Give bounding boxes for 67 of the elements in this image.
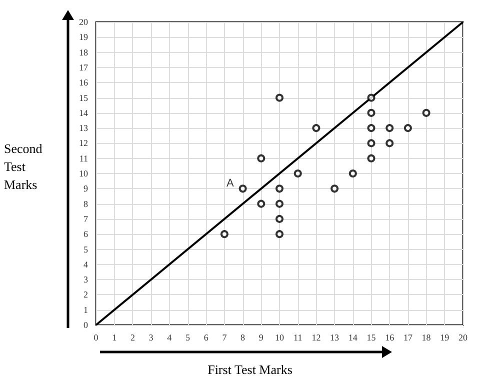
point	[422, 108, 430, 117]
y-tick-label: 4	[84, 259, 88, 270]
y-tick-label: 15	[79, 92, 88, 103]
x-tick-label: 11	[294, 332, 302, 342]
y-tick-label: 16	[79, 78, 88, 88]
x-axis-title: First Test Marks	[206, 362, 294, 378]
x-tick-label: 3	[148, 332, 154, 342]
point	[367, 124, 376, 132]
point	[276, 230, 284, 238]
point	[348, 170, 357, 178]
y-tick-label: 1	[84, 304, 88, 315]
y-tick-label: 11	[79, 153, 88, 164]
point	[276, 214, 284, 223]
point	[330, 184, 339, 193]
y-tick-label: 2	[84, 290, 88, 300]
point	[367, 154, 376, 162]
x-tick-label: 5	[186, 332, 190, 342]
y-tick-label: 6	[84, 229, 88, 240]
y-tick-label: 10	[79, 168, 88, 178]
x-tick-label: 15	[366, 332, 376, 342]
point	[276, 94, 284, 102]
annotation: A	[226, 178, 234, 190]
point	[294, 170, 302, 178]
x-tick-label: 1	[112, 332, 117, 342]
x-tick-label: 8	[240, 332, 246, 342]
y-tick-label: 14	[79, 108, 88, 118]
y-tick-label: 3	[84, 274, 88, 285]
x-tick-label: 4	[167, 332, 172, 342]
y-tick-label: 13	[79, 123, 88, 134]
y-tick-label: 18	[79, 47, 88, 58]
x-tick-label: 19	[440, 332, 450, 342]
point	[238, 184, 247, 193]
point	[276, 184, 284, 193]
point	[367, 139, 376, 148]
point	[386, 124, 394, 132]
x-tick-label: 9	[258, 332, 264, 342]
x-tick-label: 13	[330, 332, 340, 342]
point	[367, 94, 376, 102]
point	[257, 154, 266, 162]
x-tick-label: 16	[385, 332, 395, 342]
x-tick-label: 7	[222, 332, 228, 342]
y-tick-label: 0	[84, 320, 88, 330]
point	[386, 139, 394, 148]
y-tick-label: 20	[79, 17, 88, 27]
y-tick-label: 12	[79, 138, 88, 148]
point	[312, 124, 320, 132]
x-tick-label: 0	[94, 332, 99, 342]
x-tick-label: 6	[204, 332, 209, 342]
x-tick-label: 12	[312, 332, 321, 342]
y-axis-title: Second Test Marks	[4, 140, 44, 194]
y-tick-label: 8	[84, 198, 88, 209]
x-tick-label: 10	[275, 332, 284, 342]
point	[220, 230, 228, 238]
point	[404, 124, 412, 132]
x-tick-label: 17	[403, 332, 413, 342]
y-tick-label: 9	[84, 184, 88, 194]
point	[276, 200, 284, 208]
point	[257, 200, 266, 208]
point	[367, 108, 376, 117]
x-tick-label: 20	[458, 332, 468, 342]
y-tick-label: 7	[84, 214, 88, 224]
y-tick-label: 17	[79, 62, 88, 72]
y-tick-label: 19	[79, 32, 88, 42]
x-tick-label: 18	[422, 332, 432, 342]
y-tick-label: 5	[84, 244, 88, 254]
x-tick-label: 14	[348, 332, 358, 342]
x-tick-label: 2	[130, 332, 135, 342]
